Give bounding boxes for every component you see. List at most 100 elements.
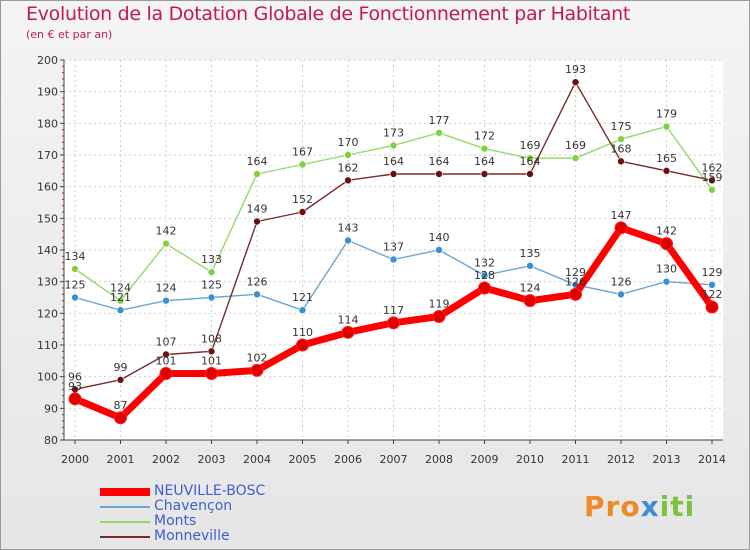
data-point-monts bbox=[116, 296, 125, 305]
data-point-neuville-bosc bbox=[523, 294, 537, 308]
data-label-monneville: 165 bbox=[656, 152, 677, 165]
y-tick-label: 90 bbox=[44, 402, 58, 415]
data-label-chavençon: 143 bbox=[338, 222, 359, 235]
data-label-chavençon: 121 bbox=[110, 291, 131, 304]
x-tick-label: 2010 bbox=[516, 453, 544, 466]
data-label-neuville-bosc: 102 bbox=[247, 351, 268, 364]
data-point-monneville bbox=[526, 170, 534, 178]
data-point-monts bbox=[526, 154, 534, 162]
data-label-monneville: 164 bbox=[383, 155, 404, 168]
data-point-monneville bbox=[435, 170, 443, 178]
data-point-monneville bbox=[116, 376, 125, 384]
data-point-neuville-bosc bbox=[341, 325, 355, 339]
y-tick-label: 190 bbox=[37, 86, 58, 99]
data-point-monneville bbox=[389, 170, 398, 178]
data-label-neuville-bosc: 142 bbox=[656, 225, 677, 238]
data-point-chavençon bbox=[344, 236, 352, 245]
data-label-chavençon: 132 bbox=[474, 256, 495, 269]
data-point-neuville-bosc bbox=[296, 338, 309, 352]
data-point-monts bbox=[571, 154, 580, 162]
y-tick-label: 130 bbox=[37, 276, 58, 289]
data-point-chavençon bbox=[298, 306, 307, 314]
data-point-neuville-bosc bbox=[68, 392, 82, 406]
data-label-monts: 134 bbox=[65, 250, 86, 263]
data-label-monneville: 162 bbox=[702, 161, 723, 174]
y-tick-label: 160 bbox=[37, 181, 58, 194]
data-label-monneville: 152 bbox=[292, 193, 313, 206]
data-point-monneville bbox=[571, 78, 580, 86]
data-label-monneville: 162 bbox=[338, 161, 359, 174]
data-label-neuville-bosc: 117 bbox=[383, 304, 404, 317]
data-label-monts: 170 bbox=[338, 136, 359, 149]
data-label-neuville-bosc: 119 bbox=[429, 298, 450, 311]
data-point-monts bbox=[662, 122, 671, 131]
data-label-neuville-bosc: 147 bbox=[611, 209, 632, 222]
x-tick-label: 2011 bbox=[562, 453, 590, 466]
data-label-monts: 172 bbox=[474, 130, 495, 143]
data-point-monts bbox=[298, 160, 307, 169]
data-label-chavençon: 137 bbox=[383, 241, 404, 254]
data-label-monts: 159 bbox=[702, 171, 723, 184]
data-label-neuville-bosc: 101 bbox=[156, 355, 177, 368]
legend-swatch bbox=[100, 488, 150, 496]
y-tick-label: 180 bbox=[37, 117, 58, 130]
data-point-neuville-bosc bbox=[387, 316, 400, 330]
y-tick-label: 100 bbox=[37, 371, 58, 384]
data-label-monts: 124 bbox=[110, 282, 131, 295]
y-tick-label: 80 bbox=[44, 434, 58, 447]
y-tick-label: 200 bbox=[37, 54, 58, 67]
data-point-monts bbox=[480, 144, 489, 153]
data-label-monts: 142 bbox=[156, 225, 177, 238]
data-label-monneville: 164 bbox=[520, 155, 541, 168]
data-label-monts: 167 bbox=[292, 146, 313, 159]
y-tick-label: 110 bbox=[37, 339, 58, 352]
y-tick-label: 120 bbox=[37, 307, 58, 320]
data-point-chavençon bbox=[162, 296, 170, 305]
data-label-neuville-bosc: 93 bbox=[68, 380, 82, 393]
x-tick-label: 2012 bbox=[607, 453, 635, 466]
data-point-neuville-bosc bbox=[569, 287, 582, 301]
data-point-neuville-bosc bbox=[432, 310, 446, 323]
chart-title: Evolution de la Dotation Globale de Fonc… bbox=[26, 3, 631, 25]
legend-swatch bbox=[100, 536, 150, 538]
data-point-chavençon bbox=[526, 262, 534, 270]
legend-label: Chavençon bbox=[154, 498, 233, 514]
data-point-neuville-bosc bbox=[114, 411, 127, 425]
data-point-monneville bbox=[344, 176, 352, 185]
data-label-monts: 175 bbox=[611, 120, 632, 133]
proxiti-logo: Proxiti bbox=[584, 490, 696, 523]
data-label-chavençon: 129 bbox=[702, 266, 723, 279]
data-point-monts bbox=[344, 151, 352, 159]
data-point-monneville bbox=[617, 157, 625, 166]
data-point-neuville-bosc bbox=[705, 300, 719, 314]
data-label-neuville-bosc: 110 bbox=[292, 326, 313, 339]
data-label-chavençon: 129 bbox=[565, 266, 586, 279]
data-point-monts bbox=[435, 129, 443, 137]
data-point-chavençon bbox=[662, 277, 671, 286]
x-tick-label: 2007 bbox=[380, 453, 408, 466]
data-label-chavençon: 126 bbox=[247, 275, 268, 288]
data-point-monneville bbox=[662, 167, 671, 175]
x-tick-label: 2006 bbox=[334, 453, 362, 466]
data-point-chavençon bbox=[207, 293, 216, 302]
data-point-chavençon bbox=[617, 290, 625, 299]
data-point-monts bbox=[253, 170, 261, 178]
data-label-monts: 179 bbox=[656, 108, 677, 121]
y-tick-label: 170 bbox=[37, 149, 58, 162]
legend-swatch bbox=[100, 506, 150, 508]
data-point-monts bbox=[207, 268, 216, 276]
data-point-monts bbox=[162, 239, 170, 248]
data-label-chavençon: 135 bbox=[520, 247, 541, 260]
x-tick-label: 2001 bbox=[107, 453, 135, 466]
data-point-chavençon bbox=[708, 281, 716, 289]
data-label-neuville-bosc: 128 bbox=[474, 269, 495, 282]
data-label-chavençon: 125 bbox=[201, 279, 222, 292]
data-point-chavençon bbox=[253, 290, 261, 299]
y-tick-label: 140 bbox=[37, 244, 58, 257]
data-label-chavençon: 126 bbox=[611, 275, 632, 288]
data-label-chavençon: 140 bbox=[429, 231, 450, 244]
data-label-neuville-bosc: 124 bbox=[520, 282, 541, 295]
data-label-monneville: 96 bbox=[68, 370, 82, 383]
data-point-chavençon bbox=[71, 293, 79, 302]
data-label-monts: 169 bbox=[520, 139, 541, 152]
